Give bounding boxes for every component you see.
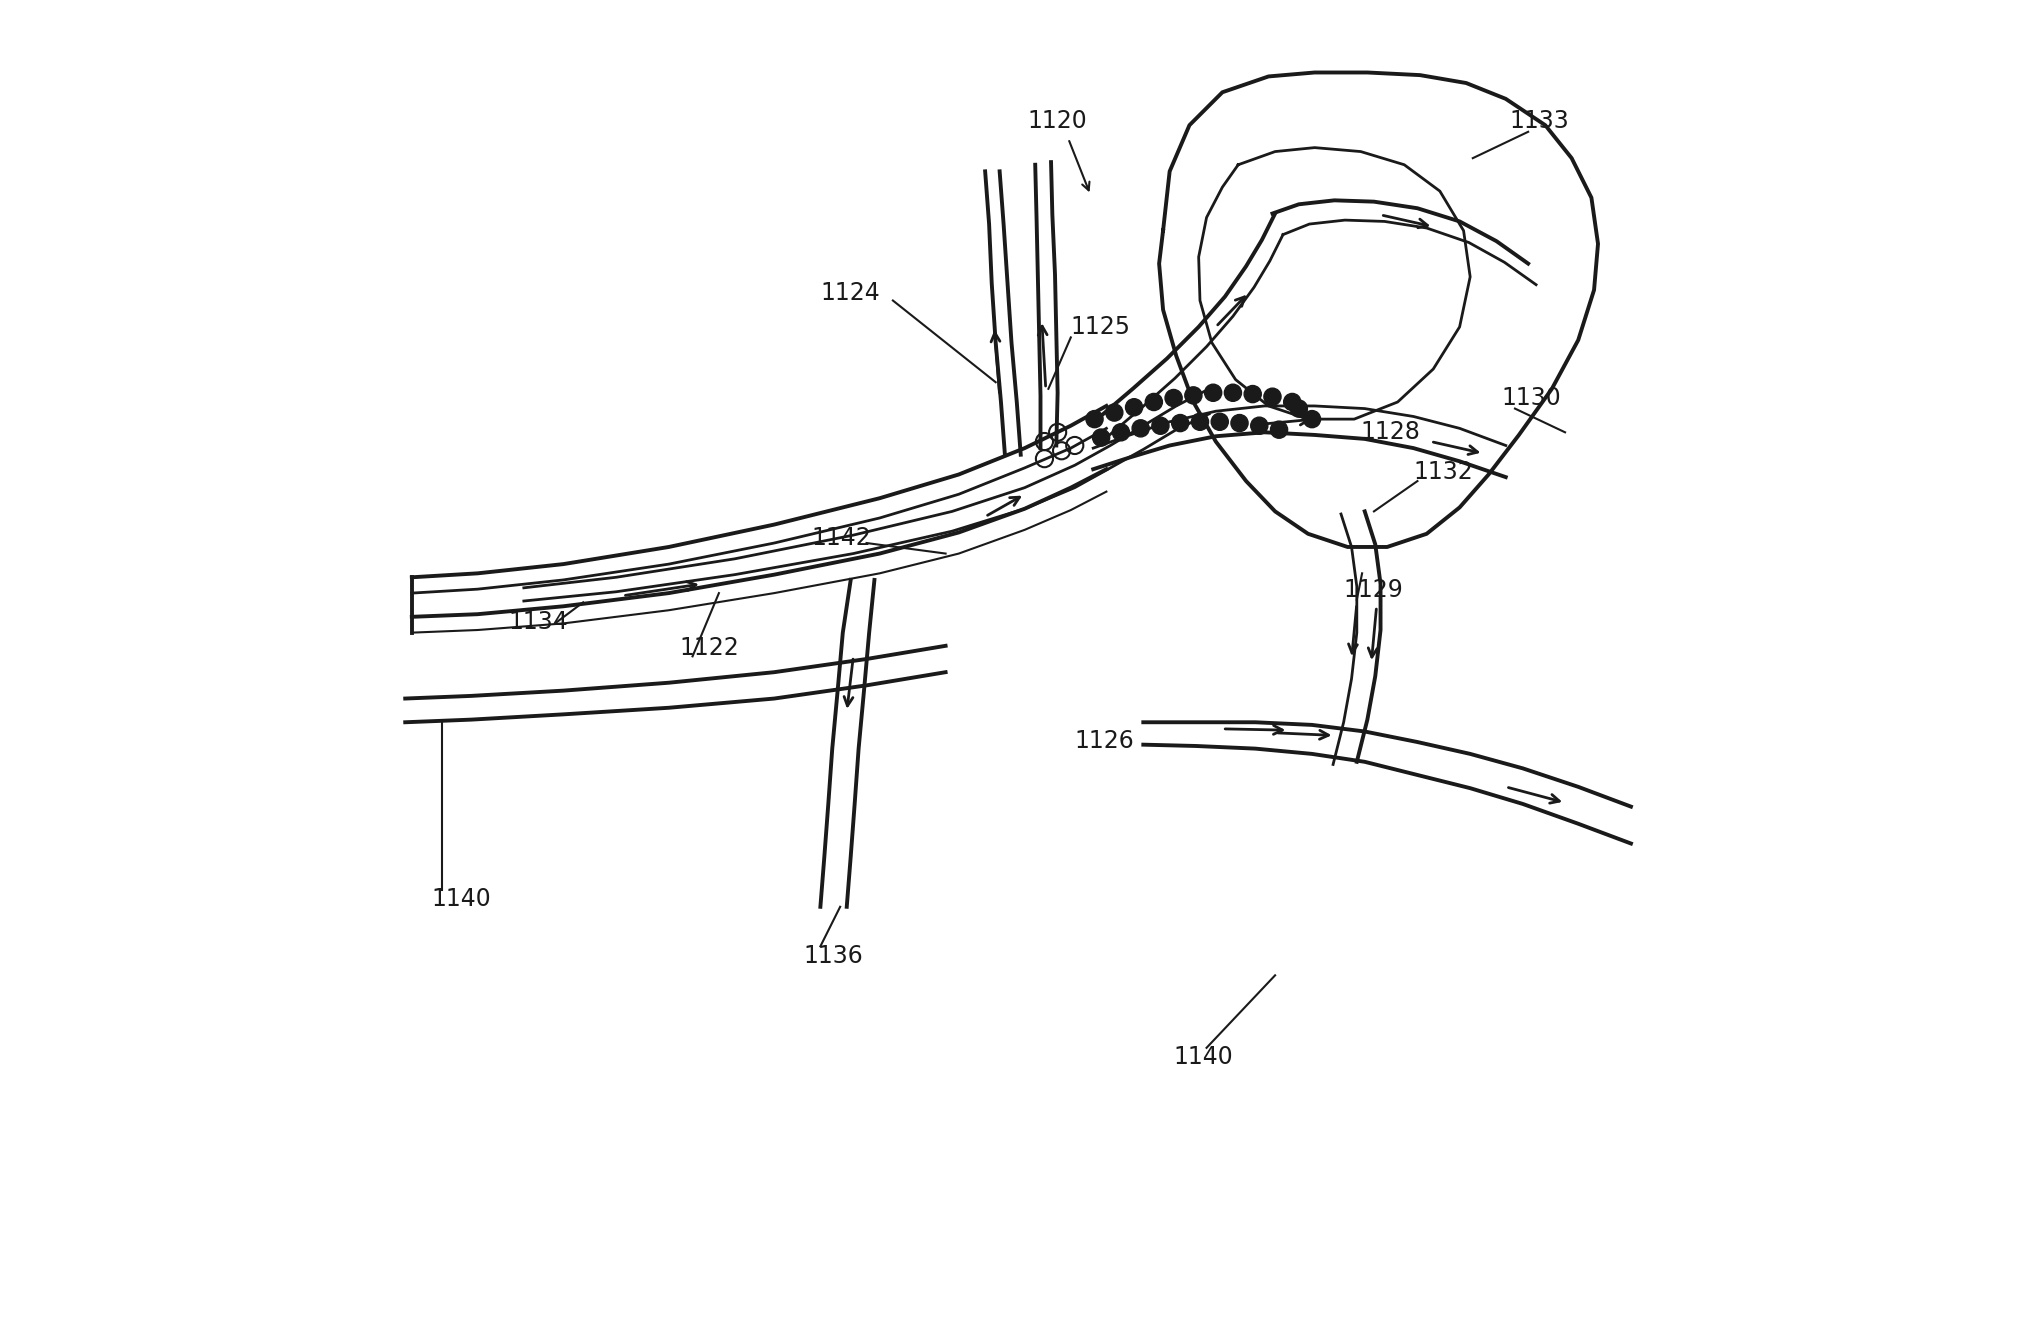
Circle shape (1125, 398, 1143, 415)
Circle shape (1303, 411, 1321, 427)
Text: 1140: 1140 (1173, 1045, 1234, 1069)
Circle shape (1151, 416, 1169, 434)
Text: 1132: 1132 (1414, 460, 1473, 484)
Text: 1122: 1122 (680, 637, 738, 660)
Circle shape (1270, 422, 1287, 438)
Circle shape (1086, 411, 1103, 427)
Circle shape (1185, 387, 1202, 403)
Text: 1136: 1136 (803, 944, 864, 967)
Circle shape (1113, 424, 1129, 440)
Circle shape (1230, 414, 1248, 432)
Circle shape (1092, 430, 1111, 445)
Text: 1140: 1140 (431, 887, 492, 911)
Circle shape (1145, 393, 1163, 411)
Text: 1142: 1142 (811, 526, 872, 550)
Text: 1133: 1133 (1509, 109, 1570, 133)
Text: 1129: 1129 (1343, 579, 1404, 602)
Circle shape (1212, 414, 1228, 430)
Text: 1126: 1126 (1074, 729, 1135, 753)
Circle shape (1250, 416, 1268, 434)
Text: 1124: 1124 (821, 281, 880, 304)
Circle shape (1133, 419, 1149, 438)
Circle shape (1165, 390, 1181, 406)
Text: 1125: 1125 (1070, 315, 1131, 339)
Text: 1128: 1128 (1361, 420, 1420, 444)
Circle shape (1204, 385, 1222, 401)
Circle shape (1171, 414, 1190, 432)
Text: 1120: 1120 (1028, 109, 1088, 133)
Circle shape (1285, 393, 1301, 411)
Circle shape (1107, 403, 1123, 422)
Circle shape (1224, 385, 1242, 401)
Circle shape (1244, 385, 1260, 403)
Text: 1130: 1130 (1501, 386, 1562, 410)
Circle shape (1291, 399, 1307, 416)
Text: 1134: 1134 (508, 610, 568, 634)
Circle shape (1264, 387, 1281, 406)
Circle shape (1192, 414, 1208, 430)
